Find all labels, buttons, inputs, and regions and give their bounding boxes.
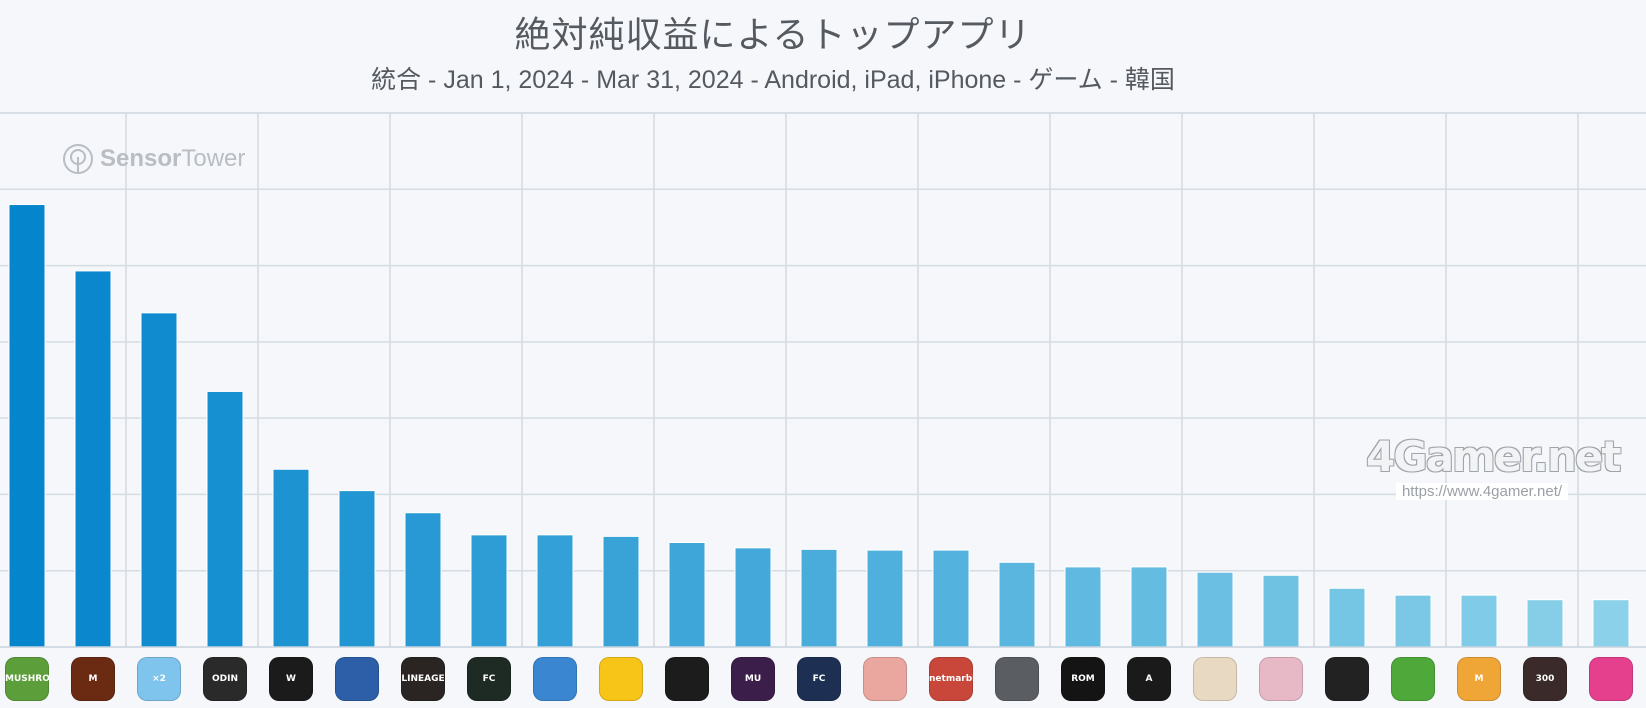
sensor-tower-watermark: Sensor Tower — [62, 143, 245, 175]
maplestory-m-icon[interactable]: M — [1457, 657, 1501, 701]
app-icon-label: W — [286, 674, 296, 684]
app-icon-label: MU — [744, 674, 762, 684]
sensor-tower-logo-icon — [63, 144, 93, 174]
app-icon-label: LINEAGE — [401, 674, 445, 684]
bar-1[interactable] — [8, 204, 46, 648]
roblox-icon[interactable] — [995, 657, 1039, 701]
bar-3[interactable] — [140, 312, 178, 648]
bar-5[interactable] — [272, 468, 310, 648]
bar-18[interactable] — [1130, 566, 1168, 648]
app-icon-label: M — [1474, 674, 1484, 684]
raven-icon[interactable] — [665, 657, 709, 701]
bar-6[interactable] — [338, 490, 376, 648]
bar-12[interactable] — [734, 547, 772, 648]
lineage-2m-icon[interactable]: LINEAGE — [401, 657, 445, 701]
pink-game-icon[interactable] — [1589, 657, 1633, 701]
chart-header: 絶対純収益によるトップアプリ 統合 - Jan 1, 2024 - Mar 31… — [0, 0, 1646, 113]
bar-23[interactable] — [1460, 594, 1498, 648]
bar-13[interactable] — [800, 548, 838, 648]
mu-monarch-icon[interactable]: MU — [731, 657, 775, 701]
bar-15[interactable] — [932, 549, 970, 648]
app-icon-label: M — [88, 674, 98, 684]
bar-20[interactable] — [1262, 574, 1300, 648]
app-icon-label: FC — [812, 674, 826, 684]
bar-7[interactable] — [404, 512, 442, 648]
bar-11[interactable] — [668, 541, 706, 648]
app-icon-label: MUSHROOM — [5, 674, 49, 684]
chart-title: 絶対純収益によるトップアプリ — [514, 15, 1032, 56]
bar-2[interactable] — [74, 270, 112, 648]
sensor-tower-suffix: Tower — [181, 145, 246, 172]
fourgamer-logo: 4Gamer.net — [1366, 432, 1621, 481]
bar-4[interactable] — [206, 390, 244, 648]
royal-match-icon[interactable] — [533, 657, 577, 701]
puzzle-game-icon[interactable]: ×2 — [137, 657, 181, 701]
fc-online-icon[interactable]: FC — [797, 657, 841, 701]
legend-of-mushroom-icon[interactable]: MUSHROOM — [5, 657, 49, 701]
korean-title-game-icon[interactable] — [1325, 657, 1369, 701]
honkai-star-rail-icon[interactable] — [1259, 657, 1303, 701]
app-icon-label: A — [1145, 674, 1153, 684]
chart-subtitle: 統合 - Jan 1, 2024 - Mar 31, 2024 - Androi… — [371, 66, 1175, 94]
genshin-impact-icon[interactable] — [1193, 657, 1237, 701]
netmarble-game-icon[interactable]: netmarble — [929, 657, 973, 701]
globe-game-icon[interactable] — [335, 657, 379, 701]
fourgamer-url: https://www.4gamer.net/ — [1395, 483, 1569, 500]
green-game-icon[interactable] — [1391, 657, 1435, 701]
bar-10[interactable] — [602, 535, 640, 648]
rom-icon[interactable]: ROM — [1061, 657, 1105, 701]
fourgamer-watermark: 4Gamer.net https://www.4gamer.net/ — [1366, 432, 1621, 500]
bar-24[interactable] — [1526, 599, 1564, 648]
bar-21[interactable] — [1328, 587, 1366, 648]
bar-25[interactable] — [1592, 599, 1630, 648]
app-icon-label: ODIN — [211, 674, 238, 684]
bar-16[interactable] — [998, 561, 1036, 648]
app-icon-row: MUSHROOM M ×2 ODIN W LINEAGE FC MU FC netmarble RO… — [0, 655, 1646, 705]
odin-icon[interactable]: ODIN — [203, 657, 247, 701]
bar-19[interactable] — [1196, 571, 1234, 648]
300-days-icon[interactable]: 300 — [1523, 657, 1567, 701]
anime-girl-game-icon[interactable] — [863, 657, 907, 701]
lineage-m-icon[interactable]: M — [71, 657, 115, 701]
bar-9[interactable] — [536, 534, 574, 648]
app-icon-label: ROM — [1071, 674, 1095, 684]
bar-17[interactable] — [1064, 566, 1102, 648]
app-icon-label: 300 — [1535, 674, 1555, 684]
app-icon-label: FC — [482, 674, 496, 684]
app-icon-label: netmarble — [929, 674, 973, 684]
bar-14[interactable] — [866, 549, 904, 648]
lineage-w-icon[interactable]: W — [269, 657, 313, 701]
a-logo-game-icon[interactable]: A — [1127, 657, 1171, 701]
app-icon-label: ×2 — [152, 674, 166, 684]
ea-fc-mobile-icon[interactable]: FC — [467, 657, 511, 701]
bar-8[interactable] — [470, 534, 508, 648]
bar-22[interactable] — [1394, 594, 1432, 648]
brawl-stars-icon[interactable] — [599, 657, 643, 701]
sensor-tower-prefix: Sensor — [100, 145, 182, 172]
